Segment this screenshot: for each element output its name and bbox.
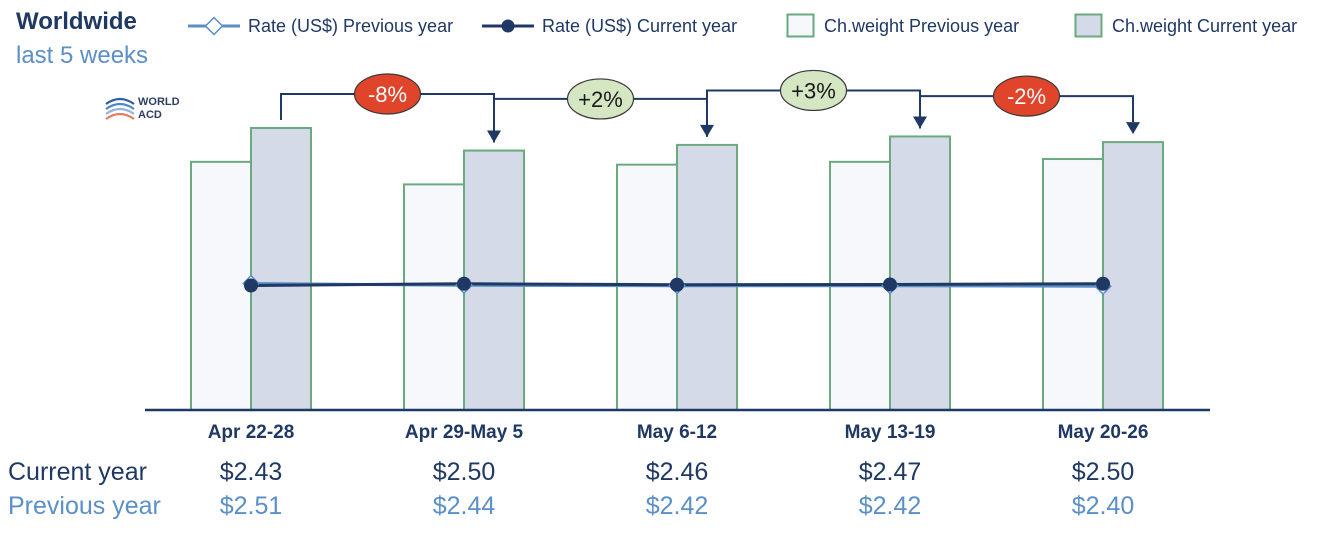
world-acd-logo: WORLD ACD [104, 94, 204, 128]
chart-subtitle: last 5 weeks [16, 42, 149, 69]
legend-label: Rate (US$) Current year [542, 15, 738, 36]
bar-chweight-previous [190, 160, 252, 411]
change-badge-label: +3% [791, 78, 836, 103]
legend-item-weight-previous: Ch.weight Previous year [786, 12, 1019, 40]
x-tick-label: May 6-12 [636, 422, 718, 443]
legend-item-rate-previous: Rate (US$) Previous year [188, 12, 453, 40]
point-rate-current [244, 278, 258, 293]
change-badge [992, 75, 1061, 117]
change-badge-label: -8% [368, 82, 407, 107]
bar-chweight-previous [616, 163, 678, 411]
previous-year-rate: $2.40 [1071, 492, 1135, 520]
change-badge [566, 78, 635, 120]
bar-chweight-current [463, 149, 525, 411]
bar-chweight-current [250, 127, 312, 411]
legend-label: Ch.weight Previous year [824, 15, 1020, 36]
point-rate-current [883, 277, 897, 292]
line-diamond-icon [188, 16, 240, 36]
current-year-rate: $2.43 [219, 458, 283, 486]
change-badge-label: -2% [1007, 84, 1046, 109]
legend-item-weight-current: Ch.weight Current year [1074, 12, 1297, 40]
line-dot-icon [482, 19, 534, 33]
previous-year-rate: $2.42 [645, 492, 709, 520]
logo-text-world: WORLD [138, 96, 180, 108]
legend-item-rate-current: Rate (US$) Current year [482, 12, 737, 40]
bar-swatch-icon [1074, 13, 1103, 38]
previous-year-label: Previous year [8, 492, 161, 520]
point-rate-current [1096, 276, 1110, 291]
current-year-label: Current year [8, 458, 147, 486]
previous-year-rate: $2.42 [858, 492, 922, 520]
legend-label: Rate (US$) Previous year [248, 15, 454, 36]
current-year-rate: $2.50 [432, 458, 496, 486]
point-rate-current [457, 276, 471, 291]
previous-year-rate: $2.44 [432, 492, 496, 520]
change-badge-label: +2% [578, 87, 623, 112]
current-year-rate: $2.46 [645, 458, 709, 486]
x-tick-label: Apr 22-28 [207, 422, 295, 443]
legend-label: Ch.weight Current year [1112, 15, 1298, 36]
point-rate-current [670, 277, 684, 292]
x-tick-label: May 20-26 [1057, 422, 1149, 443]
world-acd-logo-icon [105, 97, 135, 120]
bar-chweight-current [1102, 141, 1164, 411]
bar-chweight-current [889, 135, 951, 412]
change-badge [779, 69, 848, 112]
chart-title: Worldwide [16, 8, 137, 35]
bar-swatch-icon [786, 13, 815, 38]
bar-chweight-previous [403, 183, 465, 411]
change-badge [353, 73, 422, 115]
current-year-rate: $2.50 [1071, 458, 1135, 486]
logo-text-acd: ACD [138, 109, 162, 121]
x-tick-label: May 13-19 [844, 422, 936, 443]
bar-chweight-current [676, 143, 738, 411]
x-tick-label: Apr 29-May 5 [404, 422, 524, 443]
current-year-rate: $2.47 [858, 458, 922, 486]
previous-year-rate: $2.51 [219, 492, 283, 520]
arrow-down-icon [1126, 122, 1140, 135]
